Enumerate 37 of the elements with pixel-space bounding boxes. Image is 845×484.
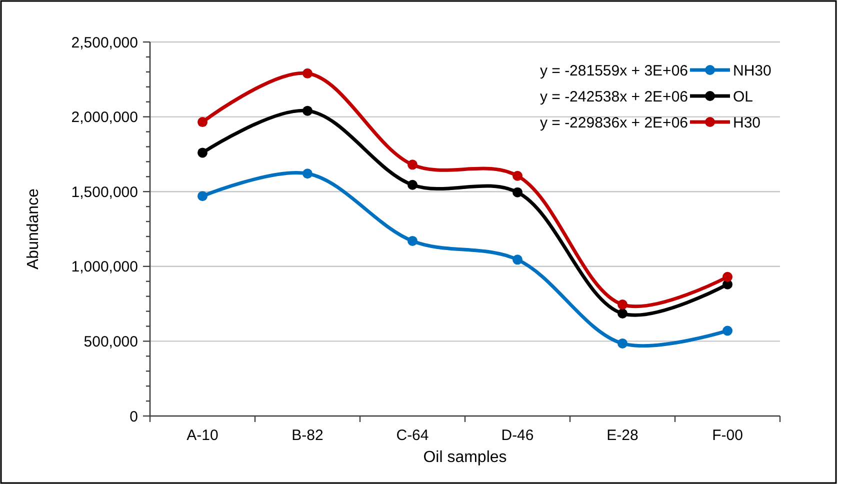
y-tick-label: 2,000,000 <box>71 109 138 126</box>
legend-label: OL <box>733 88 754 106</box>
point <box>408 180 418 190</box>
point <box>198 191 208 202</box>
annotation: y = -229836x + 2E+06 <box>540 114 688 132</box>
annotation: y = -242538x + 2E+06 <box>540 88 688 106</box>
y-tick-label: 0 <box>130 408 138 426</box>
x-axis-title: Oil samples <box>423 449 507 466</box>
point <box>618 338 628 348</box>
y-tick-label: 500,000 <box>84 333 138 350</box>
y-axis-title: Abundance <box>25 188 42 270</box>
point <box>722 326 732 336</box>
y-tick-label: 1,500,000 <box>71 184 138 201</box>
point <box>198 117 208 128</box>
y-tick-label: 2,500,000 <box>71 34 138 52</box>
x-tick-label: A-10 <box>186 427 218 444</box>
x-tick-label: B-82 <box>292 427 324 444</box>
x-tick-label: E-28 <box>606 427 638 444</box>
point <box>302 106 312 116</box>
point <box>198 148 208 158</box>
point <box>512 170 522 181</box>
point <box>408 236 418 246</box>
point <box>722 272 732 282</box>
x-tick-label: D-46 <box>501 427 534 444</box>
point <box>302 168 312 179</box>
point <box>408 160 418 170</box>
point <box>512 187 522 198</box>
point <box>512 254 522 265</box>
x-tick-label: F-00 <box>712 427 743 444</box>
x-tick-label: C-64 <box>396 427 429 444</box>
point <box>302 68 312 78</box>
y-tick-label: 1,000,000 <box>71 258 138 276</box>
point <box>618 308 628 319</box>
point <box>618 300 628 310</box>
annotation: y = -281559x + 3E+06 <box>540 62 688 80</box>
legend-label: H30 <box>733 114 761 132</box>
legend-label: NH30 <box>733 62 772 80</box>
